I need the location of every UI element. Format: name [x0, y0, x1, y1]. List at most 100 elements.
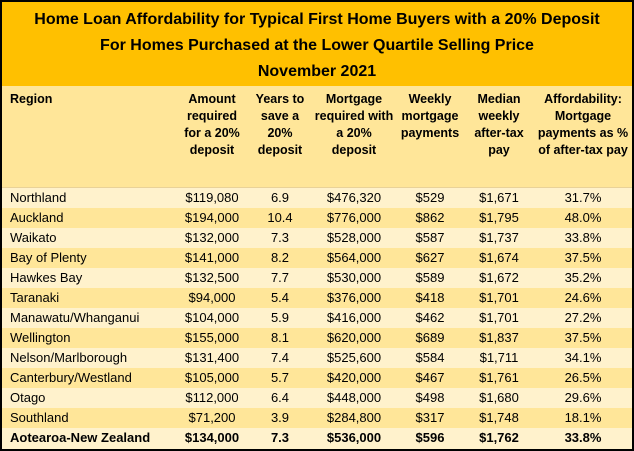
table-row: Bay of Plenty $141,000 8.2 $564,000 $627 $1,6…	[2, 247, 632, 268]
amount-cell: $134,000	[176, 427, 248, 448]
column-header-affordability: Affordability: Mortgage payments as % of…	[534, 86, 632, 188]
region-cell: Nelson/Marlborough	[2, 347, 176, 368]
years-cell: 6.4	[248, 387, 312, 408]
years-cell: 8.2	[248, 247, 312, 268]
years-cell: 7.3	[248, 427, 312, 448]
affordability-cell: 33.8%	[534, 227, 632, 248]
median-pay-cell: $1,674	[464, 247, 534, 268]
amount-cell: $132,500	[176, 267, 248, 288]
mortgage-cell: $284,800	[312, 407, 396, 428]
report-title: Home Loan Affordability for Typical Firs…	[2, 2, 632, 86]
amount-cell: $131,400	[176, 347, 248, 368]
amount-cell: $94,000	[176, 287, 248, 308]
mortgage-cell: $536,000	[312, 427, 396, 448]
mortgage-cell: $448,000	[312, 387, 396, 408]
weekly-payment-cell: $418	[396, 287, 464, 308]
years-cell: 7.3	[248, 227, 312, 248]
region-cell: Manawatu/Whanganui	[2, 307, 176, 328]
affordability-cell: 31.7%	[534, 187, 632, 208]
mortgage-cell: $564,000	[312, 247, 396, 268]
median-pay-cell: $1,672	[464, 267, 534, 288]
mortgage-cell: $528,000	[312, 227, 396, 248]
weekly-payment-cell: $462	[396, 307, 464, 328]
mortgage-cell: $420,000	[312, 367, 396, 388]
weekly-payment-cell: $584	[396, 347, 464, 368]
column-header-region: Region	[2, 86, 176, 188]
mortgage-cell: $620,000	[312, 327, 396, 348]
region-cell: Wellington	[2, 327, 176, 348]
region-cell: Aotearoa-New Zealand	[2, 427, 176, 448]
title-line-3: November 2021	[257, 63, 377, 80]
region-cell: Otago	[2, 387, 176, 408]
table-row: Manawatu/Whanganui $104,000 5.9 $416,000 $46…	[2, 307, 632, 328]
table-row-total: Aotearoa-New Zealand $134,000 7.3 $536,000 $…	[2, 427, 632, 448]
median-pay-cell: $1,748	[464, 407, 534, 428]
amount-cell: $141,000	[176, 247, 248, 268]
weekly-payment-cell: $317	[396, 407, 464, 428]
title-line-2: For Homes Purchased at the Lower Quartil…	[100, 37, 534, 54]
weekly-payment-cell: $467	[396, 367, 464, 388]
affordability-cell: 27.2%	[534, 307, 632, 328]
median-pay-cell: $1,680	[464, 387, 534, 408]
amount-cell: $104,000	[176, 307, 248, 328]
amount-cell: $119,080	[176, 187, 248, 208]
amount-cell: $112,000	[176, 387, 248, 408]
region-cell: Canterbury/Westland	[2, 367, 176, 388]
table-row: Otago $112,000 6.4 $448,000 $498 $1,680 29.6%	[2, 387, 632, 408]
weekly-payment-cell: $587	[396, 227, 464, 248]
affordability-cell: 37.5%	[534, 327, 632, 348]
table-body: Northland $119,080 6.9 $476,320 $529 $1,671 31…	[2, 187, 632, 448]
column-header-years-to-save: Years to save a 20% deposit	[248, 86, 312, 188]
weekly-payment-cell: $862	[396, 207, 464, 228]
column-header-median-pay: Median weekly after-tax pay	[464, 86, 534, 188]
median-pay-cell: $1,671	[464, 187, 534, 208]
table-row: Taranaki $94,000 5.4 $376,000 $418 $1,701 24.6…	[2, 287, 632, 308]
years-cell: 7.4	[248, 347, 312, 368]
table-row: Southland $71,200 3.9 $284,800 $317 $1,748 18.…	[2, 407, 632, 428]
table-row: Canterbury/Westland $105,000 5.7 $420,000 $4…	[2, 367, 632, 388]
median-pay-cell: $1,762	[464, 427, 534, 448]
column-header-weekly-payments: Weekly mortgage payments	[396, 86, 464, 188]
weekly-payment-cell: $529	[396, 187, 464, 208]
years-cell: 5.7	[248, 367, 312, 388]
table-row: Hawkes Bay $132,500 7.7 $530,000 $589 $1,672 3…	[2, 267, 632, 288]
affordability-cell: 37.5%	[534, 247, 632, 268]
affordability-cell: 18.1%	[534, 407, 632, 428]
mortgage-cell: $530,000	[312, 267, 396, 288]
weekly-payment-cell: $596	[396, 427, 464, 448]
title-line-1: Home Loan Affordability for Typical Firs…	[34, 11, 600, 28]
table-row: Northland $119,080 6.9 $476,320 $529 $1,671 31…	[2, 187, 632, 208]
region-cell: Waikato	[2, 227, 176, 248]
mortgage-cell: $376,000	[312, 287, 396, 308]
weekly-payment-cell: $498	[396, 387, 464, 408]
region-cell: Taranaki	[2, 287, 176, 308]
median-pay-cell: $1,701	[464, 307, 534, 328]
region-cell: Southland	[2, 407, 176, 428]
column-header-amount-required: Amount required for a 20% deposit	[176, 86, 248, 188]
region-cell: Bay of Plenty	[2, 247, 176, 268]
region-cell: Northland	[2, 187, 176, 208]
median-pay-cell: $1,795	[464, 207, 534, 228]
years-cell: 6.9	[248, 187, 312, 208]
affordability-cell: 33.8%	[534, 427, 632, 448]
weekly-payment-cell: $589	[396, 267, 464, 288]
region-cell: Hawkes Bay	[2, 267, 176, 288]
median-pay-cell: $1,701	[464, 287, 534, 308]
mortgage-cell: $476,320	[312, 187, 396, 208]
region-cell: Auckland	[2, 207, 176, 228]
median-pay-cell: $1,837	[464, 327, 534, 348]
years-cell: 5.9	[248, 307, 312, 328]
weekly-payment-cell: $627	[396, 247, 464, 268]
affordability-table: Region Amount required for a 20% deposit…	[2, 86, 632, 448]
years-cell: 8.1	[248, 327, 312, 348]
amount-cell: $105,000	[176, 367, 248, 388]
years-cell: 5.4	[248, 287, 312, 308]
amount-cell: $194,000	[176, 207, 248, 228]
table-row: Wellington $155,000 8.1 $620,000 $689 $1,837 3…	[2, 327, 632, 348]
affordability-cell: 48.0%	[534, 207, 632, 228]
median-pay-cell: $1,711	[464, 347, 534, 368]
affordability-cell: 34.1%	[534, 347, 632, 368]
affordability-cell: 29.6%	[534, 387, 632, 408]
mortgage-cell: $776,000	[312, 207, 396, 228]
